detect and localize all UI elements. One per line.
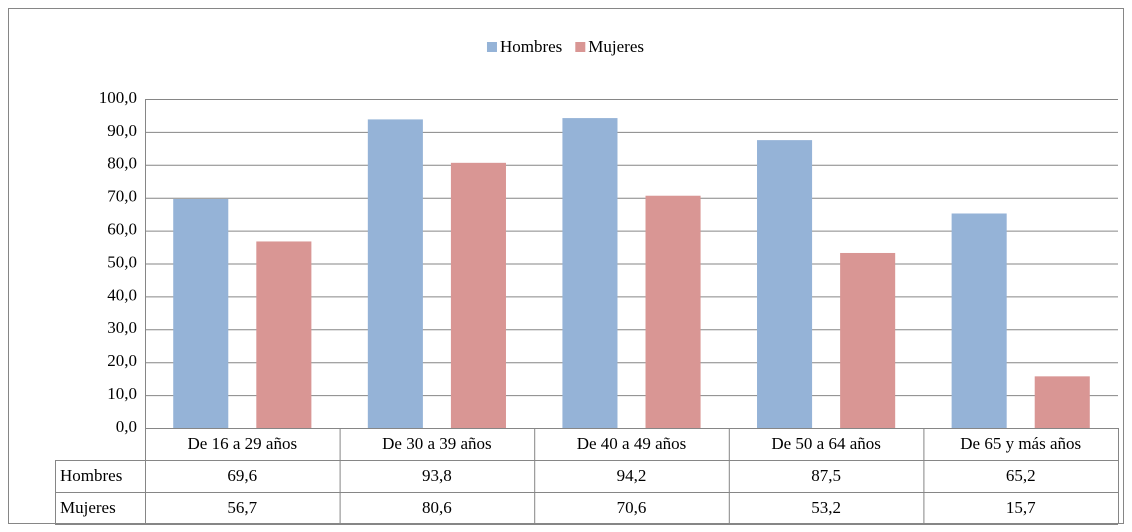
y-tick-label: 60,0 <box>107 220 137 239</box>
table-cell: 80,6 <box>422 498 452 517</box>
table-cell: 87,5 <box>811 466 841 485</box>
y-tick-label: 30,0 <box>107 318 137 337</box>
table-cell: 56,7 <box>227 498 257 517</box>
table-cell: 93,8 <box>422 466 452 485</box>
y-tick-label: 40,0 <box>107 285 137 304</box>
bar <box>173 199 229 428</box>
table-cell: 15,7 <box>1006 498 1036 517</box>
legend-label: Mujeres <box>588 37 644 56</box>
y-tick-label: 90,0 <box>107 121 137 140</box>
bar <box>1034 376 1090 428</box>
bar <box>757 140 813 428</box>
bar <box>840 252 896 428</box>
y-tick-label: 0,0 <box>116 417 137 436</box>
table-row-header: Hombres <box>60 466 122 485</box>
x-tick-label: De 16 a 29 años <box>188 434 298 453</box>
x-tick-label: De 50 a 64 años <box>771 434 881 453</box>
bar <box>256 241 312 428</box>
x-tick-label: De 30 a 39 años <box>382 434 492 453</box>
table-cell: 53,2 <box>811 498 841 517</box>
bar <box>951 213 1007 428</box>
legend-swatch <box>486 42 497 52</box>
y-tick-label: 100,0 <box>99 88 137 107</box>
legend-label: Hombres <box>500 37 562 56</box>
table-cell: 69,6 <box>227 466 257 485</box>
x-tick-label: De 40 a 49 años <box>577 434 687 453</box>
y-tick-label: 10,0 <box>107 384 137 403</box>
bar <box>562 118 618 428</box>
y-tick-label: 20,0 <box>107 351 137 370</box>
bar <box>367 119 423 428</box>
y-tick-label: 80,0 <box>107 154 137 173</box>
bar <box>645 195 701 428</box>
table-row-header: Mujeres <box>60 498 116 517</box>
y-tick-label: 70,0 <box>107 187 137 206</box>
y-tick-label: 50,0 <box>107 252 137 271</box>
bar <box>450 162 506 429</box>
x-tick-label: De 65 y más años <box>960 434 1081 453</box>
table-cell: 65,2 <box>1006 466 1036 485</box>
table-cell: 70,6 <box>617 498 647 517</box>
table-cell: 94,2 <box>617 466 647 485</box>
legend-swatch <box>575 42 586 52</box>
